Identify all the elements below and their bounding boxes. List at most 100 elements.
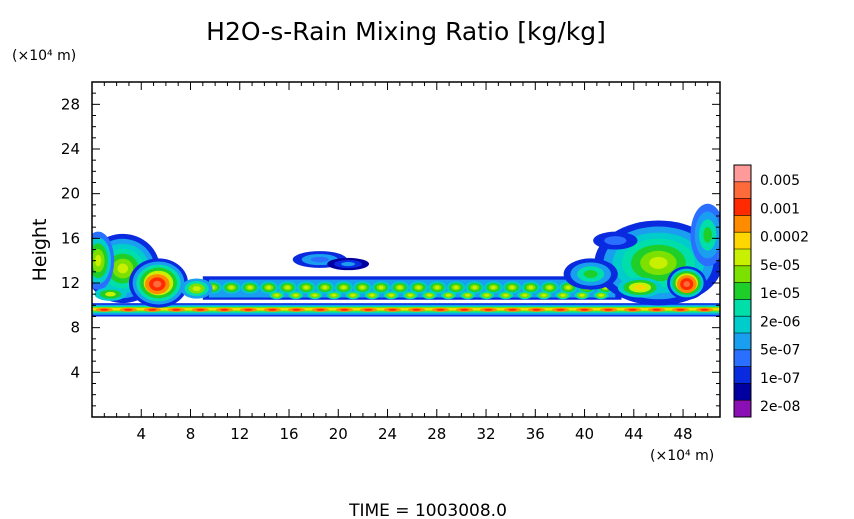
x-tick-label: 24: [378, 425, 397, 443]
contour-cell: [484, 308, 493, 311]
upper-cell: [593, 291, 609, 300]
right-cell: [593, 231, 638, 250]
upper-cell: [479, 291, 495, 300]
colorbar-label: 5e-07: [760, 343, 800, 359]
contour-cell: [579, 293, 585, 297]
precip-cell: [599, 307, 618, 312]
contour-cell: [446, 293, 451, 297]
left-cell-core: [144, 274, 170, 295]
contour-cell: [310, 256, 329, 263]
contour-cell: [465, 293, 471, 297]
colorbar-swatch: [734, 181, 751, 199]
upper-cell: [315, 281, 335, 294]
plot-area: [92, 203, 720, 317]
precip-cell: [119, 307, 137, 312]
contour-cell: [360, 285, 365, 290]
precip-cell: [479, 307, 498, 312]
colorbar-swatch: [734, 215, 751, 233]
contour-cell: [229, 285, 234, 290]
colorbar: 0.005 0.001 0.0002 5e-05 1e-05 2e-06 5e-07 1e-0…: [733, 164, 809, 418]
x-tick-label: 16: [279, 425, 298, 443]
upper-cell: [259, 281, 279, 294]
contour-cell: [434, 285, 440, 290]
contour-cell: [460, 308, 469, 311]
contour-cell: [676, 308, 685, 311]
upper-cell: [326, 291, 342, 300]
x-tick-label: 4: [136, 425, 146, 443]
colorbar-swatch: [734, 198, 751, 216]
upper-cell: [465, 281, 484, 294]
upper-cell: [484, 281, 503, 294]
precip-layer: [92, 308, 720, 311]
precip-cell: [383, 307, 402, 312]
colorbar-label: 1e-07: [760, 371, 800, 387]
colorbar-swatch: [734, 366, 751, 384]
contour-cell: [508, 308, 517, 311]
upper-cell: [540, 281, 559, 294]
contour-cell: [247, 285, 253, 290]
contour-cell: [350, 293, 356, 297]
contour-cell: [580, 308, 589, 311]
clear-gap: [92, 299, 720, 304]
contour-cell: [412, 308, 421, 311]
precip-cell: [455, 307, 474, 312]
precip-cell: [623, 307, 642, 312]
upper-cell: [334, 281, 353, 294]
upper-cell: [402, 291, 418, 300]
colorbar-frame: [733, 164, 752, 418]
precip-cell: [239, 307, 258, 312]
contour-cell: [472, 285, 478, 290]
contour-cell: [388, 293, 394, 297]
upper-cell: [517, 291, 533, 300]
contour-cell: [220, 308, 229, 311]
right-cell: [690, 203, 720, 267]
upper-cell: [441, 291, 456, 300]
upper-cell: [307, 291, 323, 300]
y-tick-label: 24: [61, 140, 80, 158]
colorbar-swatch: [734, 299, 751, 317]
precip-cell: [359, 307, 378, 312]
contour-cell: [598, 293, 604, 297]
contour-cell: [604, 308, 613, 311]
contour-cell: [244, 308, 253, 311]
precip-cell: [527, 307, 546, 312]
right-cell: [563, 258, 618, 290]
contour-cell: [266, 285, 272, 290]
contour-cell: [503, 293, 509, 297]
x-tick-label: 36: [526, 425, 545, 443]
detached-cloud: [327, 257, 370, 271]
contour-cell: [407, 293, 413, 297]
precip-cell: [215, 307, 233, 312]
precip-cell: [551, 307, 570, 312]
upper-cell: [288, 291, 304, 300]
upper-cell: [222, 281, 241, 294]
contour-cell: [172, 308, 181, 311]
contour-cell: [100, 308, 109, 311]
contour-cell: [628, 308, 637, 311]
colorbar-swatch: [734, 265, 751, 283]
contour-cell: [556, 308, 565, 311]
y-tick-label: 8: [70, 319, 80, 337]
y-axis-label: Height: [29, 219, 51, 282]
contour-cell: [453, 285, 459, 290]
upper-cell: [345, 291, 361, 300]
left-cell: [180, 278, 213, 299]
precip-cell: [143, 307, 161, 312]
contour-cell: [560, 293, 566, 297]
left-cell: [94, 287, 127, 301]
upper-cell: [371, 281, 391, 294]
contour-cell: [683, 281, 691, 288]
precip-cell: [311, 307, 330, 312]
contour-cell: [547, 285, 552, 290]
contour-cell: [652, 308, 661, 311]
contour-cell: [293, 293, 299, 297]
colorbar-label: 1e-05: [760, 286, 800, 302]
y-tick-label: 12: [61, 274, 80, 292]
upper-cell: [536, 291, 552, 300]
contour-cell: [94, 254, 102, 267]
y-tick-label: 28: [61, 95, 80, 113]
contour-cell: [268, 308, 277, 311]
x-tick-label: 40: [575, 425, 594, 443]
